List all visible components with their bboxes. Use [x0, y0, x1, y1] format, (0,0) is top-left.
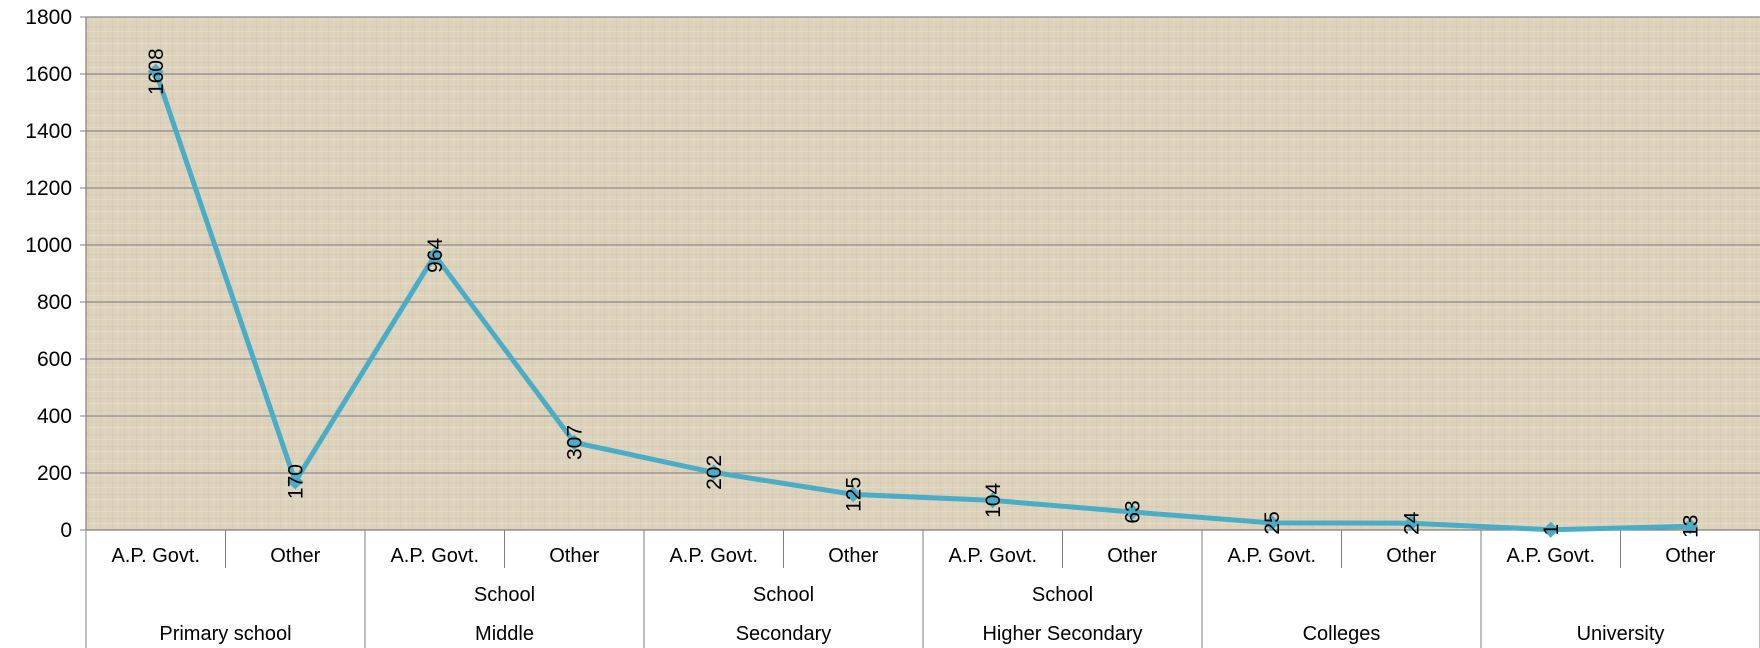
plot-area — [86, 17, 1760, 530]
data-labels: 1608 170 964 307 202 125 104 63 25 24 1 13 — [145, 48, 1703, 538]
data-label: 964 — [424, 237, 447, 272]
x-category-label: A.P. Govt. — [948, 545, 1037, 567]
data-label: 170 — [284, 464, 307, 499]
data-label: 24 — [1400, 511, 1423, 535]
group-label-line2: Middle — [475, 623, 534, 645]
y-tick-label: 600 — [37, 348, 72, 371]
group-label-line2: University — [1577, 623, 1665, 645]
data-point — [705, 464, 722, 481]
y-tick-label: 1000 — [25, 234, 72, 257]
y-axis-ticks: 0 200 400 600 800 1000 1200 1400 1600 1800 — [25, 6, 72, 542]
y-tick-label: 1400 — [25, 120, 72, 143]
series-line-path — [153, 69, 1693, 533]
grid-lines — [86, 16, 1760, 474]
x-category-label: Other — [270, 545, 320, 567]
y-tick-label: 200 — [37, 462, 72, 485]
y-tick-label: 0 — [60, 519, 72, 542]
series-line — [147, 63, 1699, 538]
data-point — [984, 492, 1001, 509]
data-label: 63 — [1121, 500, 1144, 523]
group-label-line1: School — [753, 584, 814, 606]
y-tick-label: 800 — [37, 291, 72, 314]
x-category-label: A.P. Govt. — [390, 545, 479, 567]
data-label: 13 — [1679, 515, 1702, 538]
group-label-line2: Primary school — [159, 623, 291, 645]
data-label: 202 — [703, 455, 726, 490]
x-category-label: Other — [549, 545, 599, 567]
data-point — [1403, 515, 1420, 532]
group-label-line2: Secondary — [736, 623, 832, 645]
data-point — [566, 434, 583, 451]
data-label: 25 — [1261, 511, 1284, 534]
x-category-label: Other — [1665, 545, 1715, 567]
data-point — [845, 486, 862, 503]
group-label-line2: Higher Secondary — [982, 623, 1142, 645]
group-label-line1: School — [1032, 584, 1093, 606]
data-label: 104 — [982, 483, 1005, 518]
x-category-label: Other — [1107, 545, 1157, 567]
x-axis-categories: A.P. Govt. Other A.P. Govt. Other A.P. Govt.… — [85, 530, 1760, 648]
y-tick-label: 1600 — [25, 63, 72, 86]
data-point — [147, 63, 164, 80]
y-tick-label: 1800 — [25, 6, 72, 29]
data-label: 307 — [563, 425, 586, 460]
x-category-label: Other — [828, 545, 878, 567]
data-label: 125 — [842, 477, 865, 512]
x-category-label: A.P. Govt. — [111, 545, 200, 567]
data-point — [426, 247, 443, 264]
data-point — [1542, 521, 1559, 538]
y-tick-label: 400 — [37, 405, 72, 428]
data-label: 1608 — [145, 48, 168, 95]
x-category-label: A.P. Govt. — [1506, 545, 1595, 567]
data-label: 1 — [1540, 524, 1563, 536]
x-category-label: A.P. Govt. — [1227, 545, 1316, 567]
group-label-line1: School — [474, 584, 535, 606]
y-tick-label: 1200 — [25, 177, 72, 200]
data-point — [287, 473, 304, 490]
data-point — [1263, 514, 1280, 531]
x-category-label: Other — [1386, 545, 1436, 567]
data-point — [1682, 518, 1699, 535]
group-label-line2: Colleges — [1303, 623, 1381, 645]
data-point — [1124, 504, 1141, 521]
x-category-label: A.P. Govt. — [669, 545, 758, 567]
